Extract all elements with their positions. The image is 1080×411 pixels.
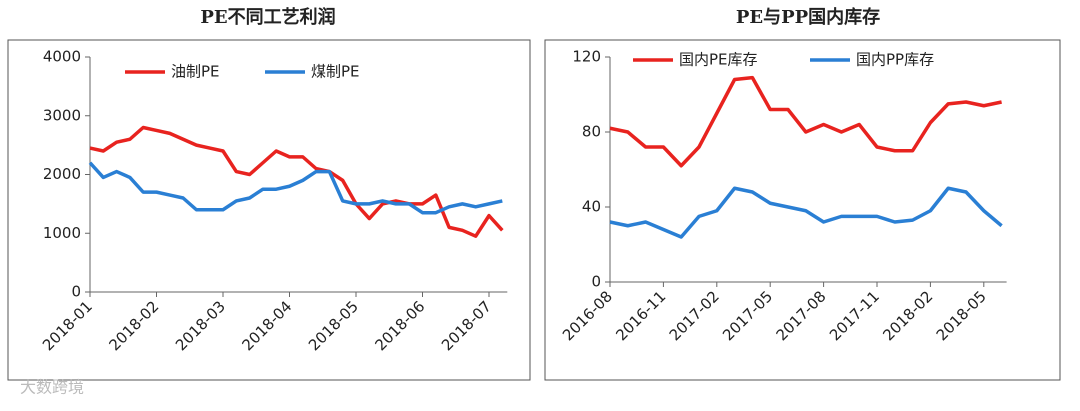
line-series	[609, 75, 1002, 168]
legend-label: 国内PP库存	[856, 51, 934, 69]
y-tick-label: 1000	[43, 224, 81, 242]
x-tick-label: 2018-01	[39, 297, 96, 354]
x-tick-label: 2017-08	[773, 287, 830, 344]
legend-label: 油制PE	[171, 63, 220, 81]
legend-label: 煤制PE	[311, 63, 360, 81]
chart-title: PE不同工艺利润	[200, 6, 335, 28]
y-tick-label: 2000	[43, 165, 81, 183]
x-tick-label: 2018-05	[305, 297, 362, 354]
x-tick-label: 2018-07	[438, 297, 495, 354]
y-tick-label: 0	[71, 283, 81, 301]
x-tick-label: 2018-02	[105, 297, 162, 354]
y-tick-label: 40	[582, 198, 601, 216]
x-tick-label: 2016-08	[559, 287, 616, 344]
x-tick-label: 2018-02	[879, 287, 936, 344]
x-tick-label: 2018-04	[238, 297, 295, 354]
x-tick-label: 2017-11	[826, 287, 883, 344]
y-tick-label: 80	[582, 123, 601, 141]
line-series	[609, 186, 1003, 239]
x-tick-label: 2016-11	[612, 287, 669, 344]
panel-frame	[544, 39, 1061, 381]
x-tick-label: 2018-03	[172, 297, 229, 354]
line-series	[89, 125, 504, 238]
y-tick-label: 4000	[43, 48, 81, 66]
line-series	[88, 161, 503, 215]
panel-frame	[7, 39, 531, 381]
y-tick-label: 120	[572, 48, 601, 66]
watermark: 大数跨境	[20, 378, 84, 397]
x-tick-label: 2018-05	[933, 287, 990, 344]
x-tick-label: 2017-05	[719, 287, 776, 344]
x-tick-label: 2018-06	[371, 297, 428, 354]
x-tick-label: 2017-02	[666, 287, 723, 344]
y-tick-label: 0	[591, 273, 601, 291]
chart-title: PE与PP国内库存	[736, 6, 880, 28]
y-tick-label: 3000	[43, 106, 81, 124]
legend-label: 国内PE库存	[679, 51, 758, 69]
